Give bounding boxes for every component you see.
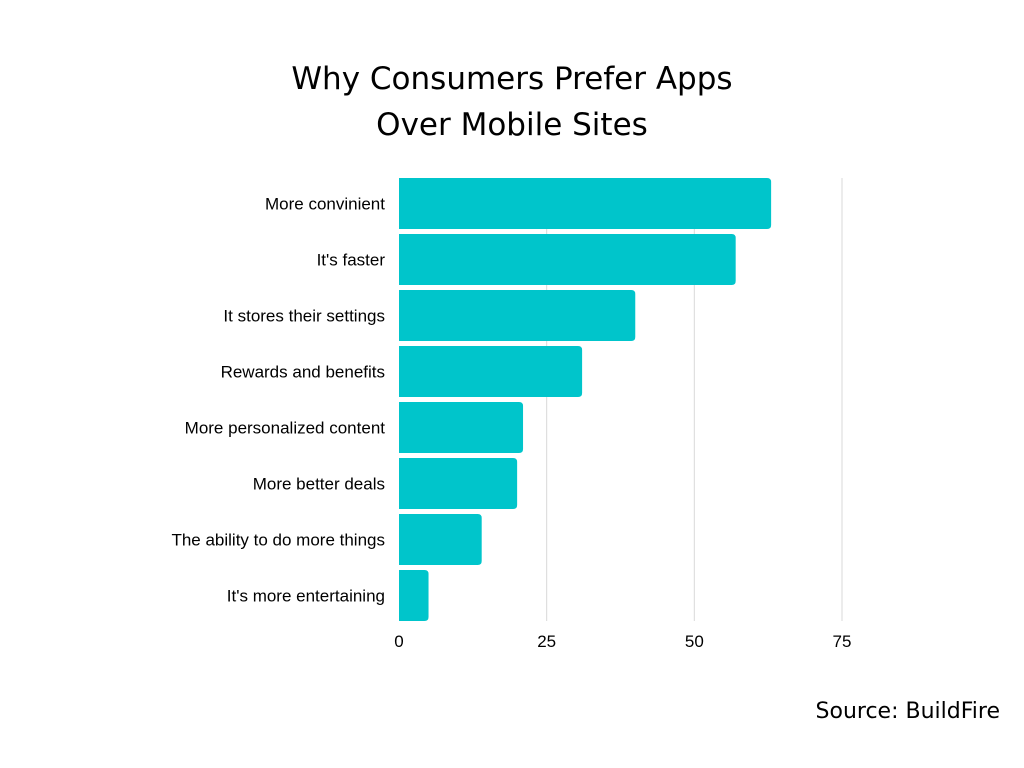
- bar: [399, 514, 482, 565]
- bars: [399, 178, 772, 621]
- category-label: Rewards and benefits: [221, 363, 385, 382]
- source-note: Source: BuildFire: [815, 699, 1000, 724]
- category-label: More personalized content: [185, 419, 386, 438]
- chart-title-line-1: Why Consumers Prefer Apps: [291, 61, 733, 97]
- chart-title-line-2: Over Mobile Sites: [376, 107, 648, 143]
- x-tick-label: 75: [833, 632, 852, 651]
- category-label: More better deals: [253, 475, 385, 494]
- category-label: More convinient: [265, 195, 385, 214]
- chart-title: Why Consumers Prefer Apps Over Mobile Si…: [0, 56, 1024, 148]
- category-label: The ability to do more things: [171, 531, 385, 550]
- bar: [399, 570, 429, 621]
- bar: [399, 346, 583, 397]
- bar: [399, 234, 736, 285]
- x-tick-label: 25: [537, 632, 556, 651]
- bar: [399, 458, 518, 509]
- category-label: It's more entertaining: [227, 587, 385, 606]
- category-label: It stores their settings: [223, 307, 385, 326]
- bar: [399, 402, 524, 453]
- category-labels: More convinient It's faster It stores thei…: [171, 195, 385, 606]
- category-label: It's faster: [317, 251, 386, 270]
- x-tick-label: 50: [685, 632, 704, 651]
- bar: [399, 290, 636, 341]
- bar: [399, 178, 772, 229]
- x-tick-labels: 0 25 50 75: [394, 632, 851, 651]
- x-tick-label: 0: [394, 632, 403, 651]
